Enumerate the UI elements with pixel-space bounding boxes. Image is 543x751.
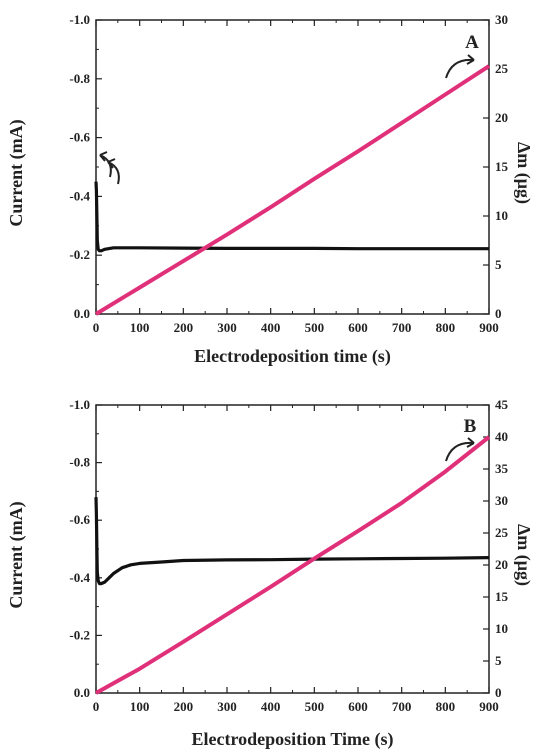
y-right-tick-label: 45	[495, 397, 509, 412]
y-right-tick-label: 0	[495, 306, 502, 321]
plot-frame	[95, 404, 490, 694]
y-right-tick-label: 30	[495, 12, 508, 27]
y-left-tick-label: -0.4	[69, 570, 90, 585]
mass-series-line	[95, 435, 491, 695]
y-left-tick-label: -0.8	[69, 71, 90, 86]
y-right-tick-label: 15	[495, 159, 509, 174]
y-left-tick-label: -0.4	[69, 188, 90, 203]
y-right-tick-label: 15	[495, 589, 509, 604]
x-tick-label: 800	[436, 320, 456, 335]
right-axis-arrow-icon	[445, 58, 475, 79]
x-tick-label: 200	[174, 320, 194, 335]
y-left-tick-label: -0.8	[69, 455, 90, 470]
x-tick-label: 400	[261, 320, 281, 335]
x-tick-label: 600	[348, 699, 368, 714]
x-tick-label: 700	[392, 320, 412, 335]
mass-series-line	[94, 64, 491, 316]
y-right-tick-label: 0	[495, 685, 502, 700]
y-left-axis-title: Current (mA)	[6, 119, 27, 226]
right-axis-arrowhead-icon	[466, 437, 475, 448]
plot-frame	[95, 19, 490, 315]
y-left-axis-title: Current (mA)	[6, 501, 27, 608]
y-right-tick-label: 25	[495, 525, 509, 540]
y-right-tick-label: 25	[495, 61, 509, 76]
y-right-axis-title: Δm (μg)	[513, 524, 534, 586]
x-tick-label: 500	[305, 699, 325, 714]
y-left-tick-label: -0.2	[69, 247, 90, 262]
x-tick-label: 400	[261, 699, 281, 714]
y-right-tick-label: 30	[495, 493, 508, 508]
right-axis-arrow-icon	[445, 441, 475, 462]
panel-label: B	[464, 416, 477, 437]
y-right-tick-label: 40	[495, 429, 508, 444]
x-tick-label: 900	[479, 320, 499, 335]
y-left-tick-label: 0.0	[74, 306, 90, 321]
panel-label: A	[465, 32, 479, 53]
panel-b: 0 100 200 300 400 500 600 700 800 900-1.0-0.8-0.6…	[6, 158, 534, 750]
x-axis-title: Electrodeposition time (s)	[194, 346, 391, 367]
y-left-tick-label: -0.6	[69, 130, 90, 145]
x-tick-label: 200	[174, 699, 194, 714]
x-axis-title: Electrodeposition Time (s)	[192, 729, 394, 750]
y-left-tick-label: -1.0	[69, 12, 90, 27]
x-tick-label: 0	[93, 699, 100, 714]
x-tick-label: 300	[217, 320, 237, 335]
x-tick-label: 700	[392, 699, 412, 714]
y-right-tick-label: 20	[495, 557, 508, 572]
y-right-tick-label: 5	[495, 653, 502, 668]
right-axis-arrowhead-icon	[466, 54, 475, 65]
current-series-line	[94, 181, 489, 253]
x-tick-label: 500	[305, 320, 325, 335]
left-axis-arrowhead-icon	[99, 151, 108, 162]
x-tick-label: 300	[217, 699, 237, 714]
left-axis-arrowhead-icon	[107, 158, 116, 169]
y-left-tick-label: -0.2	[69, 627, 90, 642]
x-tick-label: 600	[348, 320, 368, 335]
y-right-tick-label: 10	[495, 208, 508, 223]
x-tick-label: 100	[130, 320, 150, 335]
y-right-tick-label: 5	[495, 257, 502, 272]
x-tick-label: 0	[93, 320, 100, 335]
current-series-line	[94, 497, 490, 586]
y-right-tick-label: 20	[495, 110, 508, 125]
y-left-tick-label: -1.0	[69, 397, 90, 412]
y-right-tick-label: 10	[495, 621, 508, 636]
x-tick-label: 100	[130, 699, 150, 714]
x-tick-label: 800	[436, 699, 456, 714]
y-left-tick-label: -0.6	[69, 512, 90, 527]
panel-a: 0 100 200 300 400 500 600 700 800 900-1.0-0.8-0.6…	[6, 12, 534, 367]
y-right-axis-title: Δm (μg)	[513, 142, 534, 204]
y-right-tick-label: 35	[495, 461, 509, 476]
y-left-tick-label: 0.0	[74, 685, 90, 700]
x-tick-label: 900	[479, 699, 499, 714]
